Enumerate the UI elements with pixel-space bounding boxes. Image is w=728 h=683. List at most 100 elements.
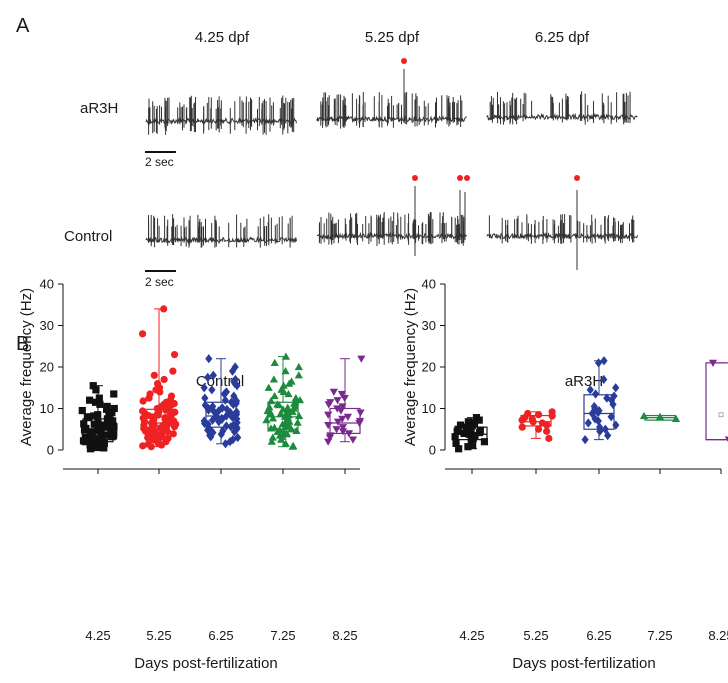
data-point	[231, 379, 239, 389]
data-point	[160, 305, 168, 313]
data-point	[325, 434, 335, 442]
data-point	[106, 418, 114, 426]
data-point	[204, 425, 212, 435]
y-axis-label: Average frequency (Hz)	[18, 288, 35, 446]
data-point	[209, 370, 217, 380]
data-point	[208, 385, 216, 395]
x-tick-label: 4.25	[459, 628, 484, 643]
data-point	[80, 426, 89, 434]
series-7.25	[639, 411, 681, 422]
data-point	[110, 423, 118, 431]
data-point	[81, 438, 89, 446]
data-point	[534, 425, 543, 433]
data-point	[154, 411, 162, 419]
data-point	[209, 415, 217, 425]
data-point	[270, 391, 279, 400]
data-point	[139, 442, 147, 450]
data-point	[95, 394, 103, 402]
data-point	[223, 404, 231, 414]
data-point	[333, 405, 342, 413]
data-point	[142, 427, 150, 435]
data-point	[100, 444, 108, 452]
y-tick-label: 30	[40, 318, 54, 333]
data-point	[281, 367, 290, 375]
data-point	[218, 403, 226, 413]
series-4.25	[451, 414, 489, 453]
data-point	[294, 362, 303, 371]
data-point	[221, 439, 230, 449]
data-point	[228, 366, 237, 376]
data-point	[222, 387, 230, 397]
condition-label-5-25: 5.25 dpf	[365, 29, 420, 46]
y-tick-label: 40	[422, 277, 436, 292]
data-point	[86, 396, 94, 404]
data-point	[227, 422, 235, 432]
data-point	[612, 420, 620, 430]
data-point	[94, 419, 102, 427]
data-point	[110, 390, 118, 398]
panel-b-label: B	[16, 333, 29, 355]
data-point	[282, 430, 291, 438]
x-axis-label: Days post-fertilization	[512, 655, 655, 672]
data-point	[588, 408, 596, 419]
data-point	[462, 423, 470, 431]
series-5.25	[518, 408, 556, 442]
data-point	[266, 424, 276, 432]
data-point	[456, 421, 465, 429]
data-point	[283, 406, 292, 414]
data-point	[586, 385, 594, 395]
data-point	[581, 435, 589, 445]
marker-control-6-25	[574, 175, 580, 181]
data-point	[543, 427, 551, 435]
scale-label-ar3h: 2 sec	[145, 155, 174, 169]
series-4.25	[78, 382, 118, 453]
data-point	[534, 411, 543, 419]
data-point	[348, 436, 358, 444]
data-point	[169, 367, 177, 375]
data-point	[170, 350, 179, 359]
y-tick-label: 0	[47, 443, 54, 458]
data-point	[453, 427, 461, 435]
data-point	[294, 411, 304, 420]
series-6.25	[200, 354, 242, 449]
data-point	[276, 409, 285, 417]
data-point	[266, 396, 276, 405]
data-point	[106, 423, 114, 432]
data-point	[139, 414, 147, 422]
data-point	[285, 379, 294, 387]
x-tick-label: 6.25	[586, 628, 611, 643]
data-point	[282, 410, 291, 418]
data-point	[270, 358, 279, 366]
y-axis-label: Average frequency (Hz)	[402, 288, 419, 446]
data-point	[222, 421, 231, 431]
data-point	[85, 435, 93, 443]
data-point	[324, 401, 333, 409]
trace-ar3h-6-25-spikes	[489, 91, 631, 125]
data-point	[277, 435, 286, 443]
y-tick-label: 20	[40, 360, 54, 375]
data-point	[86, 445, 95, 453]
data-point	[229, 420, 237, 430]
data-point	[91, 398, 100, 406]
marker-control-5-25-c	[464, 175, 470, 181]
condition-label-6-25: 6.25 dpf	[535, 29, 590, 46]
data-point	[229, 399, 237, 409]
data-point	[230, 391, 238, 401]
trace-control-5-25-spikes	[318, 186, 466, 256]
data-point	[281, 439, 290, 447]
series-5.25	[138, 305, 180, 451]
data-point	[89, 440, 98, 448]
data-point	[612, 383, 620, 393]
data-point	[86, 430, 94, 438]
data-point	[78, 406, 86, 415]
data-point	[221, 395, 229, 405]
y-tick-label: 30	[422, 318, 436, 333]
data-point	[110, 429, 118, 437]
data-point	[139, 397, 147, 405]
data-point	[201, 393, 209, 403]
condition-label-4-25: 4.25 dpf	[195, 29, 250, 46]
data-point	[222, 411, 230, 421]
data-point	[100, 423, 108, 431]
data-point	[204, 372, 212, 382]
